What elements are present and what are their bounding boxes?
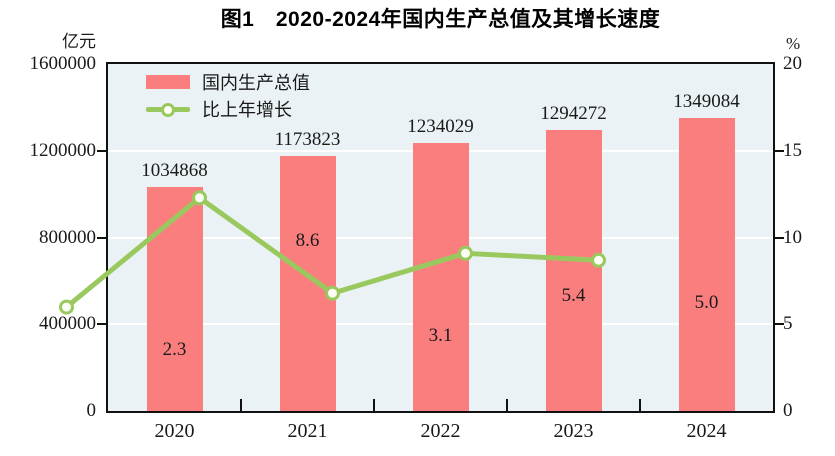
growth-marker-2020 xyxy=(59,299,74,315)
growth-value-label-2021: 8.6 xyxy=(295,229,320,251)
bar-2023 xyxy=(545,130,602,411)
growth-marker-2021 xyxy=(192,190,207,206)
growth-marker-2024 xyxy=(591,252,606,268)
right-tick-mark xyxy=(775,149,784,152)
growth-value-label-2020: 2.3 xyxy=(162,339,187,361)
x-boundary-tick xyxy=(240,399,242,411)
right-axis-tick-0: 0 xyxy=(783,400,793,421)
right-tick-mark xyxy=(775,236,784,239)
left-tick-mark xyxy=(97,323,106,326)
right-axis-tick-10: 10 xyxy=(783,226,802,248)
growth-line-swatch-icon xyxy=(146,102,190,117)
right-axis-tick-5: 5 xyxy=(783,313,793,335)
left-axis-tick-1600000: 1600000 xyxy=(29,53,97,74)
legend-label-gdp: 国内生产总值 xyxy=(202,72,310,93)
left-axis-tick-0: 0 xyxy=(86,400,97,421)
x-axis-label-2021: 2021 xyxy=(287,420,328,442)
chart-title: 图1 2020-2024年国内生产总值及其增长速度 xyxy=(220,8,661,31)
growth-marker-2023 xyxy=(458,245,473,261)
growth-value-label-2024: 5.0 xyxy=(694,292,719,314)
growth-value-label-2023: 5.4 xyxy=(561,285,586,307)
growth-value-label-2022: 3.1 xyxy=(428,325,453,347)
bar-2021 xyxy=(279,156,336,411)
left-tick-mark xyxy=(97,236,106,239)
growth-marker-2022 xyxy=(325,285,340,301)
x-boundary-tick xyxy=(506,399,508,411)
x-axis-label-2022: 2022 xyxy=(420,420,461,442)
gdp-bar-swatch-icon xyxy=(146,74,190,89)
left-axis-unit-label: 亿元 xyxy=(62,32,96,51)
bar-value-label-2024: 1349084 xyxy=(673,91,740,113)
right-axis-unit-label: % xyxy=(786,34,801,53)
right-axis-tick-15: 15 xyxy=(783,139,802,161)
legend-label-growth: 比上年增长 xyxy=(202,99,292,120)
bar-2020 xyxy=(146,186,203,411)
right-tick-mark xyxy=(775,323,784,326)
bar-series-layer xyxy=(108,64,773,411)
legend: 国内生产总值 比上年增长 xyxy=(146,68,310,122)
x-boundary-tick xyxy=(373,399,375,411)
bar-2024 xyxy=(678,118,735,411)
bar-value-label-2021: 1173823 xyxy=(274,129,341,151)
bar-value-label-2020: 1034868 xyxy=(141,159,208,181)
x-axis-label-2023: 2023 xyxy=(553,420,594,442)
right-axis-tick-20: 20 xyxy=(783,53,802,74)
legend-item-gdp: 国内生产总值 xyxy=(146,68,310,95)
left-axis-tick-400000: 400000 xyxy=(39,313,96,335)
left-tick-mark xyxy=(97,149,106,152)
left-axis-tick-1200000: 1200000 xyxy=(29,139,97,161)
bar-value-label-2022: 1234029 xyxy=(407,116,474,138)
legend-item-growth: 比上年增长 xyxy=(146,95,310,122)
x-axis-label-2024: 2024 xyxy=(686,420,727,442)
x-boundary-tick xyxy=(639,399,641,411)
left-axis-tick-800000: 800000 xyxy=(39,226,96,248)
bar-value-label-2023: 1294272 xyxy=(540,103,607,125)
bar-2022 xyxy=(412,143,469,411)
x-axis-label-2020: 2020 xyxy=(154,420,195,442)
growth-line-layer xyxy=(59,190,606,315)
